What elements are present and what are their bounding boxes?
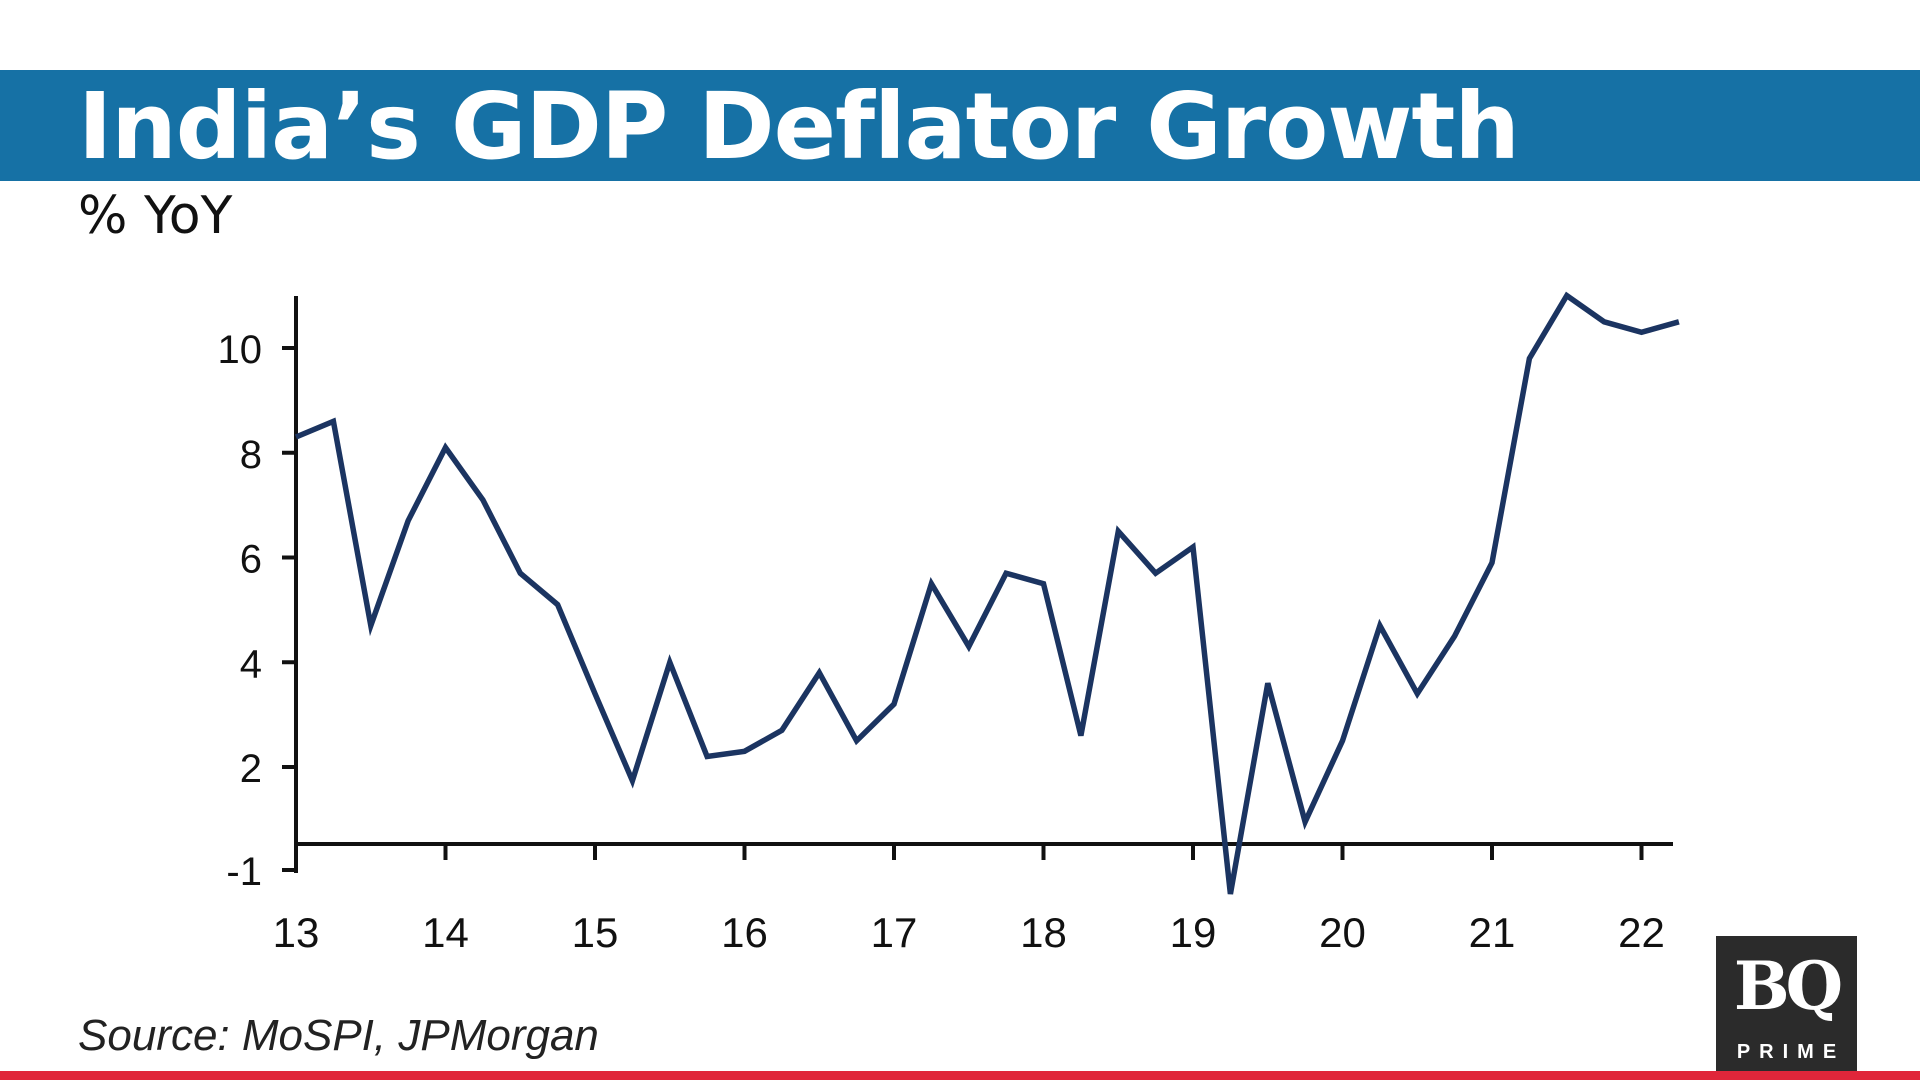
chart-series bbox=[294, 291, 1680, 895]
source-note: Source: MoSPI, JPMorgan bbox=[78, 1011, 599, 1060]
chart-subtitle: % YoY bbox=[78, 186, 233, 246]
x-tick-label: 16 bbox=[721, 909, 768, 956]
bq-prime-logo: BQ PRIME bbox=[1716, 936, 1857, 1080]
y-tick-label: 2 bbox=[240, 747, 262, 791]
chart-title: India’s GDP Deflator Growth bbox=[78, 73, 1520, 180]
y-tick-label: 6 bbox=[240, 538, 262, 582]
y-tick-label: 4 bbox=[240, 642, 262, 686]
x-tick-label: 19 bbox=[1170, 909, 1217, 956]
x-tick-label: 20 bbox=[1319, 909, 1366, 956]
logo-subtext: PRIME bbox=[1736, 1041, 1846, 1063]
y-tick-label: 10 bbox=[218, 328, 263, 372]
title-band bbox=[0, 70, 1920, 181]
logo-mark: BQ bbox=[1733, 947, 1843, 1025]
x-tick-label: 14 bbox=[422, 909, 469, 956]
y-axis-ticks: -1 2 4 6 8 10 bbox=[218, 328, 296, 894]
x-tick-label: 15 bbox=[572, 909, 619, 956]
x-tick-label: 13 bbox=[273, 909, 320, 956]
x-tick-label: 22 bbox=[1618, 909, 1665, 956]
bottom-accent-bar bbox=[0, 1071, 1920, 1080]
y-tick-label: 8 bbox=[240, 433, 262, 477]
x-tick-label: 21 bbox=[1469, 909, 1516, 956]
x-tick-label: 17 bbox=[871, 909, 918, 956]
y-tick-label: -1 bbox=[226, 850, 262, 894]
chart-axes bbox=[294, 296, 1673, 873]
series-line-gdp-deflator bbox=[294, 291, 1680, 895]
x-axis-ticks: 13 14 15 16 17 18 19 20 21 22 bbox=[273, 844, 1665, 956]
x-tick-label: 18 bbox=[1020, 909, 1067, 956]
